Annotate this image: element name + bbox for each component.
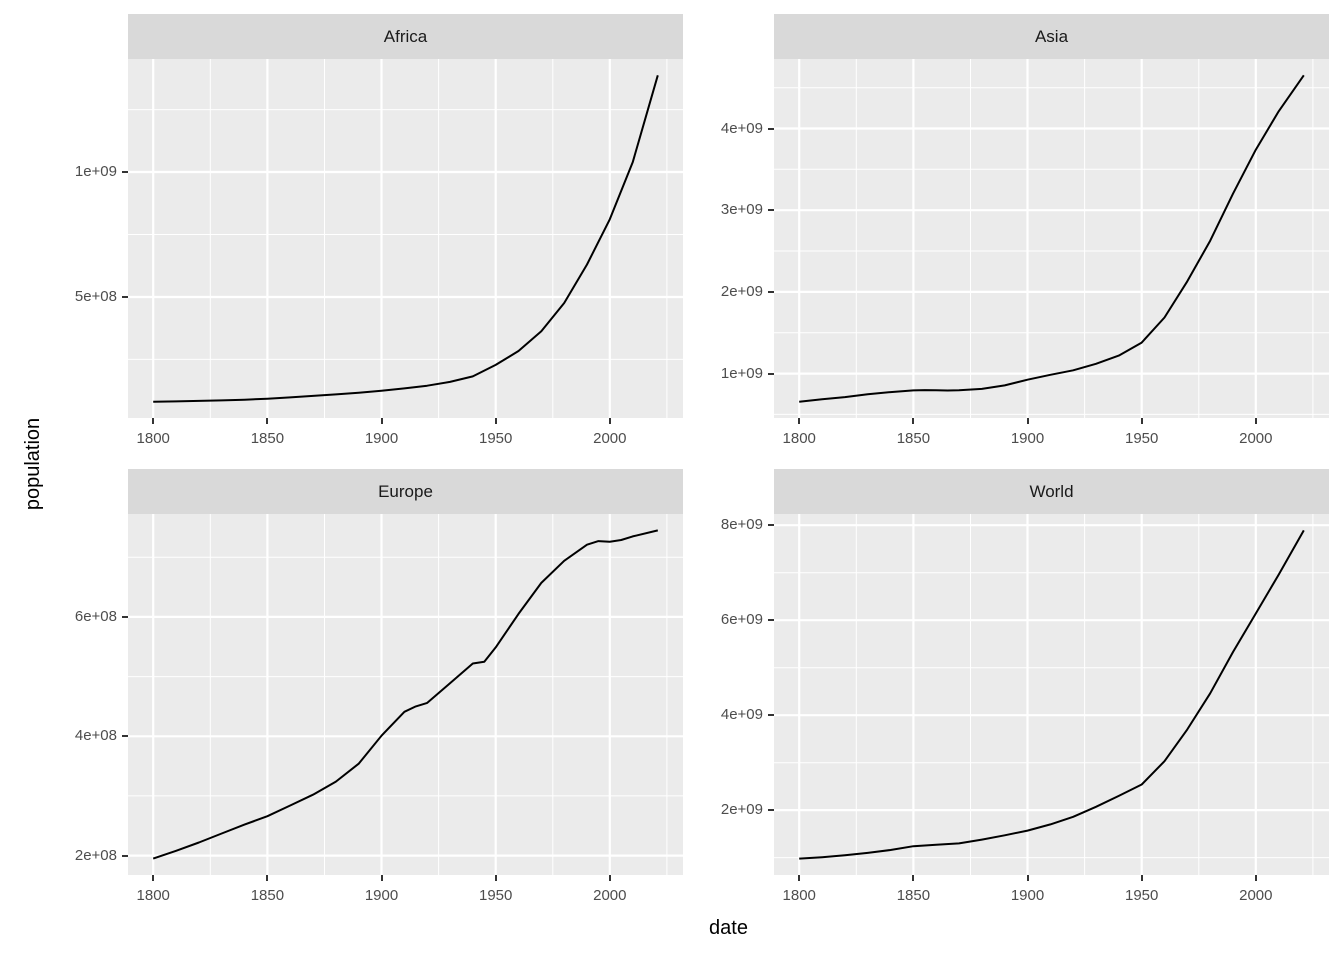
y-tick-label: 1e+09 [74,163,117,180]
y-tick-label: 2e+09 [720,282,763,300]
x-tick-label: 1900 [1010,887,1045,904]
y-tick-mark [122,735,128,738]
x-tick-label: 1950 [479,887,513,904]
y-tick-mark [122,854,128,857]
x-tick-mark [912,418,915,424]
x-tick-mark [1026,875,1029,881]
x-tick-mark [1026,418,1029,424]
x-tick-mark [380,875,383,881]
x-tick-mark [608,875,611,881]
x-tick-label: 2000 [593,887,627,904]
x-tick-label: 1800 [136,430,170,447]
y-tick-mark [768,127,774,130]
y-tick-label: 2e+08 [74,846,117,864]
x-tick-label: 1850 [896,887,931,904]
facet-strip-label: Africa [383,26,428,46]
x-tick-mark [494,875,497,881]
y-tick-label: 4e+09 [720,706,763,724]
facet-panel-asia [774,59,1329,418]
x-tick-mark [1140,418,1143,424]
y-tick-label: 6e+08 [74,607,117,625]
y-tick-mark [768,524,774,527]
y-tick-mark [768,714,774,717]
x-axis-title: date [709,917,748,939]
y-tick-mark [122,171,128,173]
population-line [153,75,659,403]
x-tick-mark [798,875,801,881]
y-tick-mark [768,809,774,812]
facet-strip-label: Europe [378,481,433,501]
y-axis-title: population [22,417,44,511]
x-tick-label: 1800 [782,887,816,904]
x-tick-label: 1950 [1125,430,1159,447]
facet-strip-africa: Africa [128,14,683,59]
x-tick-label: 1900 [364,887,399,904]
x-tick-mark [266,875,269,881]
facet-panel-europe [128,514,683,875]
y-tick-mark [768,372,774,375]
x-tick-mark [266,418,269,424]
facet-world: World 2e+09 4e+09 6e+09 8e+09 1800 1850 1900 19… [721,469,1329,904]
y-tick-mark [122,615,128,618]
x-tick-label: 1900 [1010,430,1045,447]
x-tick-mark [494,418,497,424]
x-tick-label: 1800 [136,887,170,904]
y-tick-label: 4e+08 [74,727,117,745]
x-tick-mark [912,875,915,881]
population-line [152,529,659,860]
facet-strip-label: World [1029,481,1074,501]
facet-panel-world [774,514,1329,875]
x-tick-mark [608,418,611,424]
y-tick-label: 4e+09 [720,119,763,137]
x-tick-mark [1140,875,1143,881]
facet-europe: Europe 2e+08 4e+08 6e+08 1800 1850 1900 1950 20… [75,469,683,904]
x-tick-label: 1950 [1125,887,1159,904]
x-tick-mark [152,875,155,881]
x-tick-label: 1950 [479,430,513,447]
population-line [799,529,1305,860]
x-tick-mark [380,418,383,424]
facet-strip-asia: Asia [774,14,1329,59]
y-tick-label: 6e+09 [720,611,763,629]
y-tick-label: 2e+09 [720,801,763,819]
facet-strip-label: Asia [1034,26,1069,46]
y-tick-mark [768,619,774,622]
y-tick-label: 1e+09 [720,364,763,382]
x-tick-mark [798,418,801,424]
y-tick-label: 8e+09 [720,516,763,534]
x-tick-label: 2000 [1239,887,1273,904]
y-tick-mark [768,290,774,293]
x-tick-label: 2000 [593,430,627,447]
facet-africa: Africa 5e+08 1e+09 1800 1850 1900 1950 2000 [75,14,683,447]
y-tick-mark [768,209,774,212]
x-tick-label: 1850 [250,887,285,904]
x-tick-label: 1900 [364,430,399,447]
x-tick-mark [1254,875,1257,881]
x-tick-label: 2000 [1239,430,1273,447]
population-line [799,74,1305,403]
facet-asia: Asia 1e+09 2e+09 3e+09 4e+09 1800 1850 1900 195… [721,14,1329,447]
facet-panel-africa [128,59,683,418]
x-tick-label: 1850 [896,430,931,447]
x-tick-label: 1850 [250,430,285,447]
y-tick-label: 3e+09 [720,201,763,219]
y-tick-mark [122,296,128,298]
facet-strip-world: World [774,469,1329,514]
x-tick-label: 1800 [782,430,816,447]
facet-strip-europe: Europe [128,469,683,514]
y-tick-label: 5e+08 [74,288,117,305]
x-tick-mark [1254,418,1257,424]
x-tick-mark [152,418,155,424]
